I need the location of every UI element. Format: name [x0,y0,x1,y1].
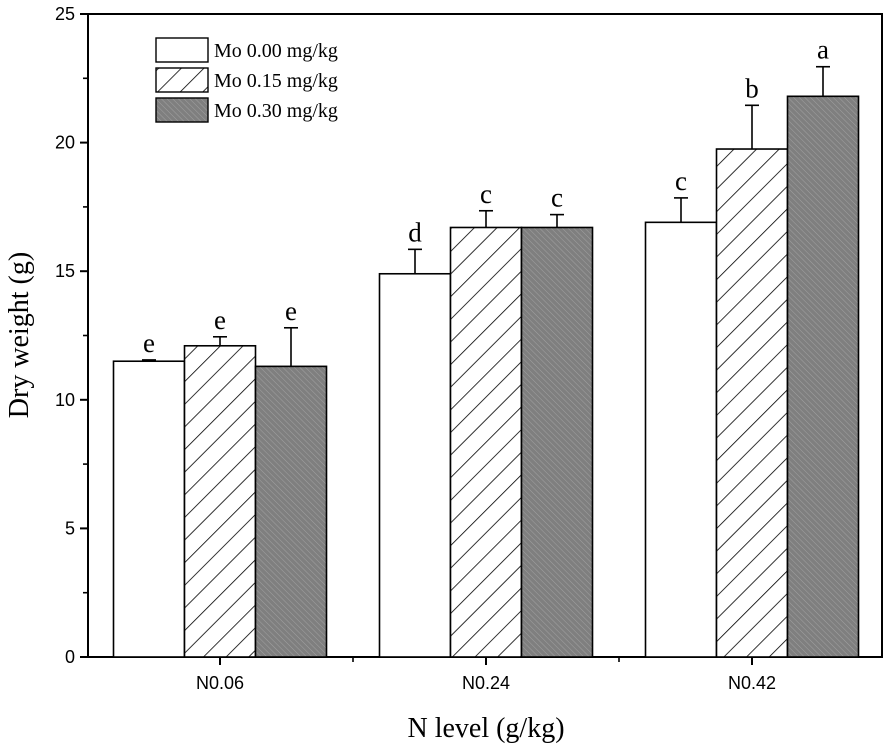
legend-label: Mo 0.30 mg/kg [214,100,338,122]
x-tick-label: N0.24 [462,673,510,693]
y-tick-label: 5 [65,518,75,538]
y-tick-label: 25 [55,4,75,24]
significance-label: e [143,328,155,358]
bar [715,148,789,658]
y-tick-label: 0 [65,647,75,667]
significance-label: c [675,166,687,196]
x-tick-label: N0.42 [728,673,776,693]
legend-label: Mo 0.15 mg/kg [214,70,338,92]
bar [183,344,257,658]
y-tick-label: 15 [55,261,75,281]
bar [786,95,860,658]
x-tick-label: N0.06 [196,673,244,693]
bar [112,360,186,658]
bar [378,272,452,658]
bar [520,226,594,658]
bar [644,221,718,658]
significance-label: a [817,35,829,65]
plot-layer: 0 5 10 15 20 25 N0.06 N0.24 N0.42 e d c e c b e c a Mo 0.0… [55,4,883,693]
bar [449,226,523,658]
bar [254,365,328,658]
legend-swatch [155,97,209,123]
significance-label: c [551,183,563,213]
significance-label: b [745,73,759,103]
legend-swatch [155,67,209,93]
legend-swatch [155,37,209,63]
significance-label: c [480,179,492,209]
significance-label: e [285,296,297,326]
y-tick-label: 10 [55,390,75,410]
x-axis-title: N level (g/kg) [407,713,564,744]
significance-label: d [408,217,422,247]
legend-label: Mo 0.00 mg/kg [214,40,338,62]
y-tick-label: 20 [55,133,75,153]
significance-label: e [214,305,226,335]
y-axis-title: Dry weight (g) [4,252,35,418]
